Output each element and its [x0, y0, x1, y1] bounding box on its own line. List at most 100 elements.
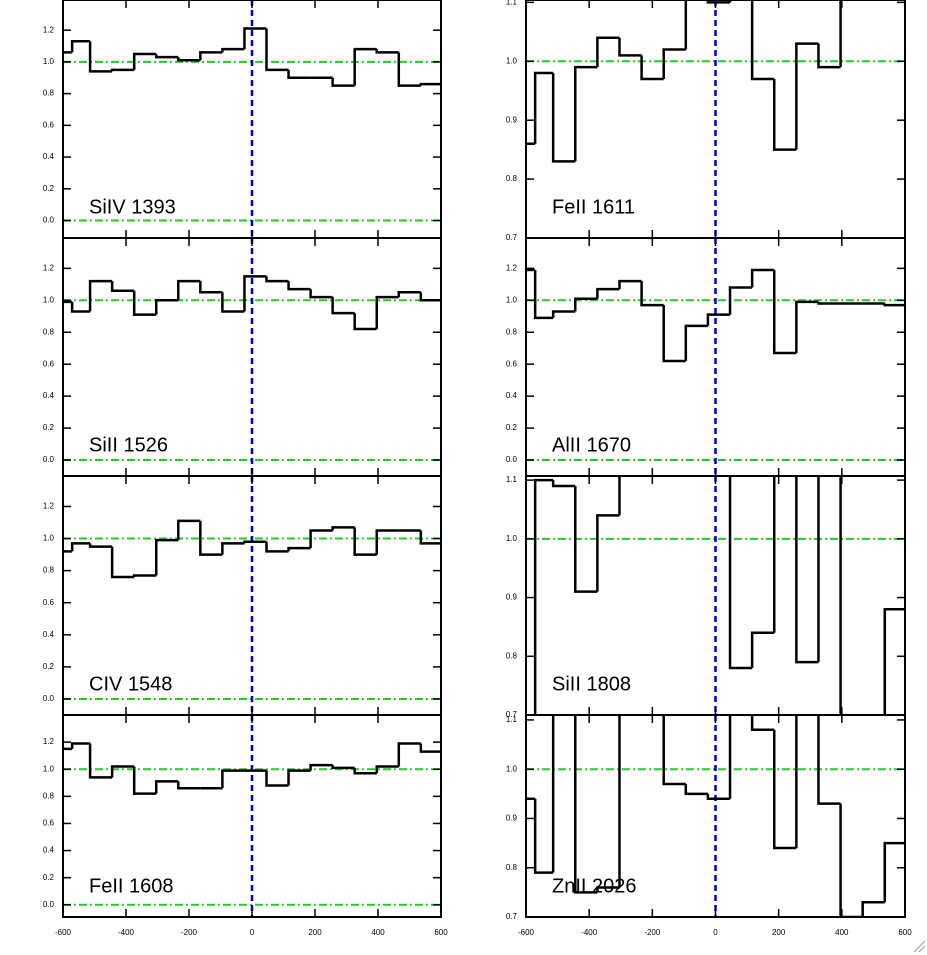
x-tick-label: 400 [371, 928, 385, 937]
step-bin [353, 767, 377, 775]
step-bin [795, 476, 819, 664]
y-tick-label: 0.8 [506, 651, 518, 660]
y-tick-label: 1.0 [43, 764, 55, 773]
x-tick-label: 200 [308, 928, 322, 937]
y-tick-label: 1.2 [506, 263, 518, 272]
step-bin [533, 269, 554, 320]
y-tick-label: 1.2 [43, 263, 55, 272]
step-bin [684, 324, 708, 361]
step-bin [110, 68, 135, 72]
step-bin [574, 485, 598, 593]
spectrum [533, 476, 905, 715]
step-bin [375, 295, 399, 330]
step-bin [309, 529, 333, 549]
y-tick-label: 0.6 [506, 359, 518, 368]
y-tick-label: 0.8 [43, 791, 55, 800]
step-bin [551, 73, 576, 163]
step-bin [88, 279, 113, 312]
step-bin [397, 742, 421, 767]
y-tick-label: 0.0 [43, 900, 55, 909]
y-tick-label: 0.8 [506, 327, 518, 336]
y-tick-label: 1.1 [506, 475, 518, 484]
step-bin [419, 530, 441, 545]
step-bin [154, 299, 179, 315]
step-bin [265, 770, 289, 787]
step-bin [750, 268, 775, 288]
x-tick-label: -200 [181, 928, 198, 937]
x-tick-label: 0 [713, 928, 718, 937]
y-tick-label: 1.1 [506, 715, 518, 724]
step-bin [640, 55, 664, 81]
step-bin [397, 52, 421, 87]
y-tick-label: 0.9 [506, 115, 518, 124]
step-bin [331, 526, 355, 531]
step-bin [110, 546, 135, 579]
x-tick-label: 0 [250, 928, 255, 937]
y-tick-label: 1.2 [43, 25, 55, 34]
panel-label: FeII 1608 [89, 875, 174, 897]
panel-label: FeII 1611 [552, 196, 635, 218]
step-bin [618, 279, 642, 290]
step-bin [750, 631, 775, 669]
step-bin [861, 900, 885, 917]
y-tick-label: 0.7 [506, 912, 518, 921]
step-bin [574, 297, 598, 312]
step-bin [353, 47, 377, 86]
step-bin [132, 290, 157, 316]
y-tick-label: 0.6 [43, 359, 55, 368]
step-bin [618, 715, 621, 888]
step-bin [662, 305, 686, 363]
step-bin [618, 476, 621, 516]
y-tick-label: 0.2 [43, 423, 55, 432]
step-bin [551, 715, 555, 873]
step-bin [419, 292, 441, 302]
y-tick-label: 0.2 [43, 873, 55, 882]
step-bin [533, 71, 554, 144]
step-bin [750, 0, 775, 81]
x-tick-label: -600 [518, 928, 535, 937]
step-bin [154, 780, 179, 794]
step-bin [287, 769, 311, 786]
step-bin [221, 47, 245, 53]
panel: 0.0 0.2 0.4 0.6 0.8 1.0 1.2 SiII 1526 [43, 237, 442, 477]
panel-label: CIV 1548 [89, 673, 172, 695]
y-tick-label: 0.2 [43, 662, 55, 671]
step-bin [177, 781, 201, 790]
step-bin [331, 77, 355, 87]
step-bin [839, 0, 842, 68]
panel-label: SiII 1808 [552, 673, 631, 695]
spectrum [63, 742, 441, 795]
panel: 0.0 0.2 0.4 0.6 0.8 1.0 1.2 -600 -400 -200 0 200 400… [43, 714, 448, 937]
step-bin [375, 529, 399, 555]
step-bin [419, 743, 441, 753]
step-bin [309, 289, 333, 299]
step-bin [574, 715, 598, 894]
y-tick-label: 1.2 [43, 502, 55, 511]
step-bin [419, 82, 441, 86]
step-bin [574, 65, 598, 162]
y-tick-label: 0.4 [43, 152, 55, 161]
y-tick-label: 1.0 [506, 764, 518, 773]
step-bin [551, 480, 576, 488]
step-bin [88, 543, 113, 548]
step-bin [596, 886, 620, 893]
panel: 0.0 0.2 0.4 0.6 0.8 1.0 1.2 SiIV 1393 [43, 0, 442, 239]
y-tick-label: 0.9 [506, 814, 518, 823]
y-tick-label: 0.0 [506, 455, 518, 464]
y-tick-label: 0.8 [506, 174, 518, 183]
y-tick-label: 0.8 [43, 566, 55, 575]
step-bin [728, 286, 753, 315]
x-tick-label: 400 [835, 928, 849, 937]
step-bin [883, 303, 905, 307]
step-bin [551, 310, 576, 318]
panel: 0.7 0.8 0.9 1.0 1.1 -600 -400 -200 0 200 400 600 ZnI… [506, 714, 912, 937]
step-bin [375, 765, 399, 774]
spectrum [526, 268, 905, 363]
x-tick-label: -400 [581, 928, 598, 937]
step-bin [795, 300, 819, 354]
step-bin [375, 49, 399, 54]
y-tick-label: 0.9 [506, 593, 518, 602]
step-bin [772, 729, 797, 850]
step-bin [750, 715, 775, 732]
